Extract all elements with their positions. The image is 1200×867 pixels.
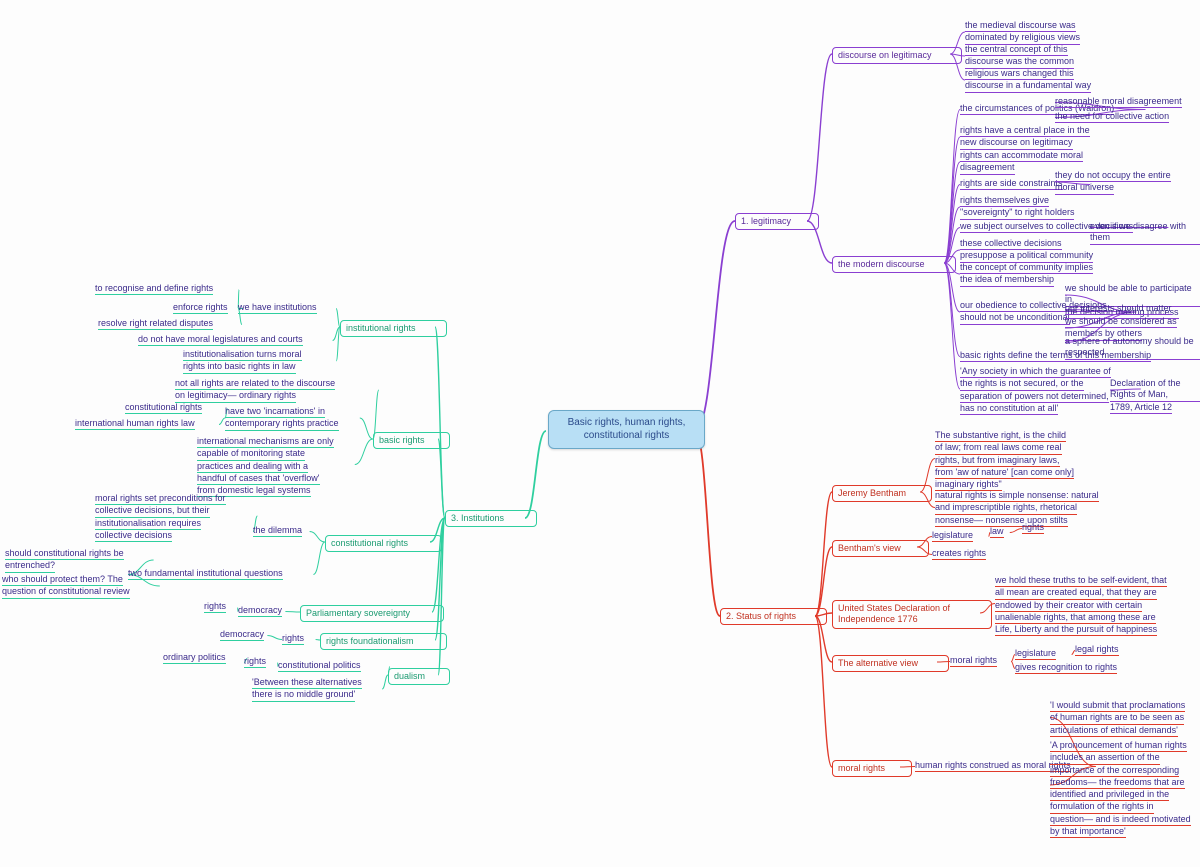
- leaf-text: human rights construed as moral rights: [915, 760, 1071, 773]
- leaf-text: basic rights define the terms of this me…: [960, 350, 1151, 363]
- leaf-text: natural rights is simple nonsense: natur…: [935, 490, 1099, 528]
- leaf-text: institutionalisation turns moralrights i…: [183, 349, 302, 375]
- leaf-text: we have institutions: [238, 302, 317, 315]
- branch-box: institutional rights: [340, 320, 447, 337]
- branch-box: 3. Institutions: [445, 510, 537, 527]
- leaf-text: moral rights set preconditions forcollec…: [95, 493, 226, 543]
- branch-box: constitutional rights: [325, 535, 442, 552]
- leaf-text: rights have a central place in thenew di…: [960, 125, 1090, 151]
- leaf-text: rights: [1022, 522, 1044, 535]
- leaf-text: our interests should matter: [1065, 303, 1172, 316]
- leaf-text: 'A pronouncement of human rightsincludes…: [1050, 740, 1191, 839]
- leaf-text: even if we disagree with them: [1090, 221, 1200, 246]
- leaf-text: rights are side constraints: [960, 178, 1063, 191]
- leaf-text: these collective decisionspresuppose a p…: [960, 238, 1093, 264]
- leaf-text: reasonable moral disagreement: [1055, 96, 1182, 109]
- leaf-text: legal rights: [1075, 644, 1119, 657]
- leaf-text: 'I would submit that proclamationsof hum…: [1050, 700, 1185, 738]
- leaf-text: who should protect them? Thequestion of …: [2, 574, 130, 600]
- branch-box: Jeremy Bentham: [832, 485, 932, 502]
- leaf-text: international human rights law: [75, 418, 195, 431]
- leaf-text: international mechanisms are onlycapable…: [197, 436, 334, 498]
- leaf-text: constitutional rights: [125, 402, 202, 415]
- branch-box: Parliamentary sovereignty: [300, 605, 444, 622]
- branch-box: rights foundationalism: [320, 633, 447, 650]
- leaf-text: rights themselves give"sovereignty" to r…: [960, 195, 1074, 221]
- leaf-text: the medieval discourse wasdominated by r…: [965, 20, 1080, 46]
- leaf-text: ordinary politics: [163, 652, 226, 665]
- branch-box: Bentham's view: [832, 540, 929, 557]
- leaf-text: legislature: [932, 530, 973, 543]
- leaf-text: democracy: [220, 629, 264, 642]
- branch-box: United States Declaration of Independenc…: [832, 600, 992, 629]
- leaf-text: rights: [282, 633, 304, 646]
- leaf-text: resolve right related disputes: [98, 318, 213, 331]
- leaf-text: 'Between these alternativesthere is no m…: [252, 677, 362, 703]
- branch-box: moral rights: [832, 760, 912, 777]
- leaf-text: do not have moral legislatures and court…: [138, 334, 303, 347]
- leaf-text: 'Any society in which the guarantee ofth…: [960, 366, 1111, 416]
- leaf-text: have two 'incarnations' incontemporary r…: [225, 406, 339, 432]
- leaf-text: Declaration of the Rights of Man,1789, A…: [1110, 378, 1200, 415]
- branch-box: the modern discourse: [832, 256, 956, 273]
- leaf-text: they do not occupy the entiremoral unive…: [1055, 170, 1171, 196]
- branch-box: 1. legitimacy: [735, 213, 819, 230]
- leaf-text: we hold these truths to be self-evident,…: [995, 575, 1167, 637]
- leaf-text: democracy: [238, 605, 282, 618]
- branch-box: dualism: [388, 668, 450, 685]
- leaf-text: enforce rights: [173, 302, 228, 315]
- leaf-text: the dilemma: [253, 525, 302, 538]
- leaf-text: should constitutional rights beentrenche…: [5, 548, 124, 574]
- root-node: Basic rights, human rights, constitution…: [548, 410, 705, 449]
- leaf-text: constitutional politics: [278, 660, 361, 673]
- leaf-text: not all rights are related to the discou…: [175, 378, 335, 404]
- leaf-text: the need for collective action: [1055, 111, 1169, 124]
- leaf-text: legislature: [1015, 648, 1056, 661]
- leaf-text: rights: [204, 601, 226, 614]
- leaf-text: law: [990, 526, 1004, 539]
- leaf-text: gives recognition to rights: [1015, 662, 1117, 675]
- branch-box: discourse on legitimacy: [832, 47, 962, 64]
- leaf-text: moral rights: [950, 655, 997, 668]
- leaf-text: creates rights: [932, 548, 986, 561]
- leaf-text: The substantive right, is the childof la…: [935, 430, 1074, 492]
- leaf-text: rights: [244, 656, 266, 669]
- leaf-text: two fundamental institutional questions: [128, 568, 283, 581]
- leaf-text: the central concept of thisdiscourse was…: [965, 44, 1074, 70]
- branch-box: basic rights: [373, 432, 450, 449]
- branch-box: The alternative view: [832, 655, 949, 672]
- branch-box: 2. Status of rights: [720, 608, 827, 625]
- leaf-text: religious wars changed thisdiscourse in …: [965, 68, 1091, 94]
- leaf-text: to recognise and define rights: [95, 283, 213, 296]
